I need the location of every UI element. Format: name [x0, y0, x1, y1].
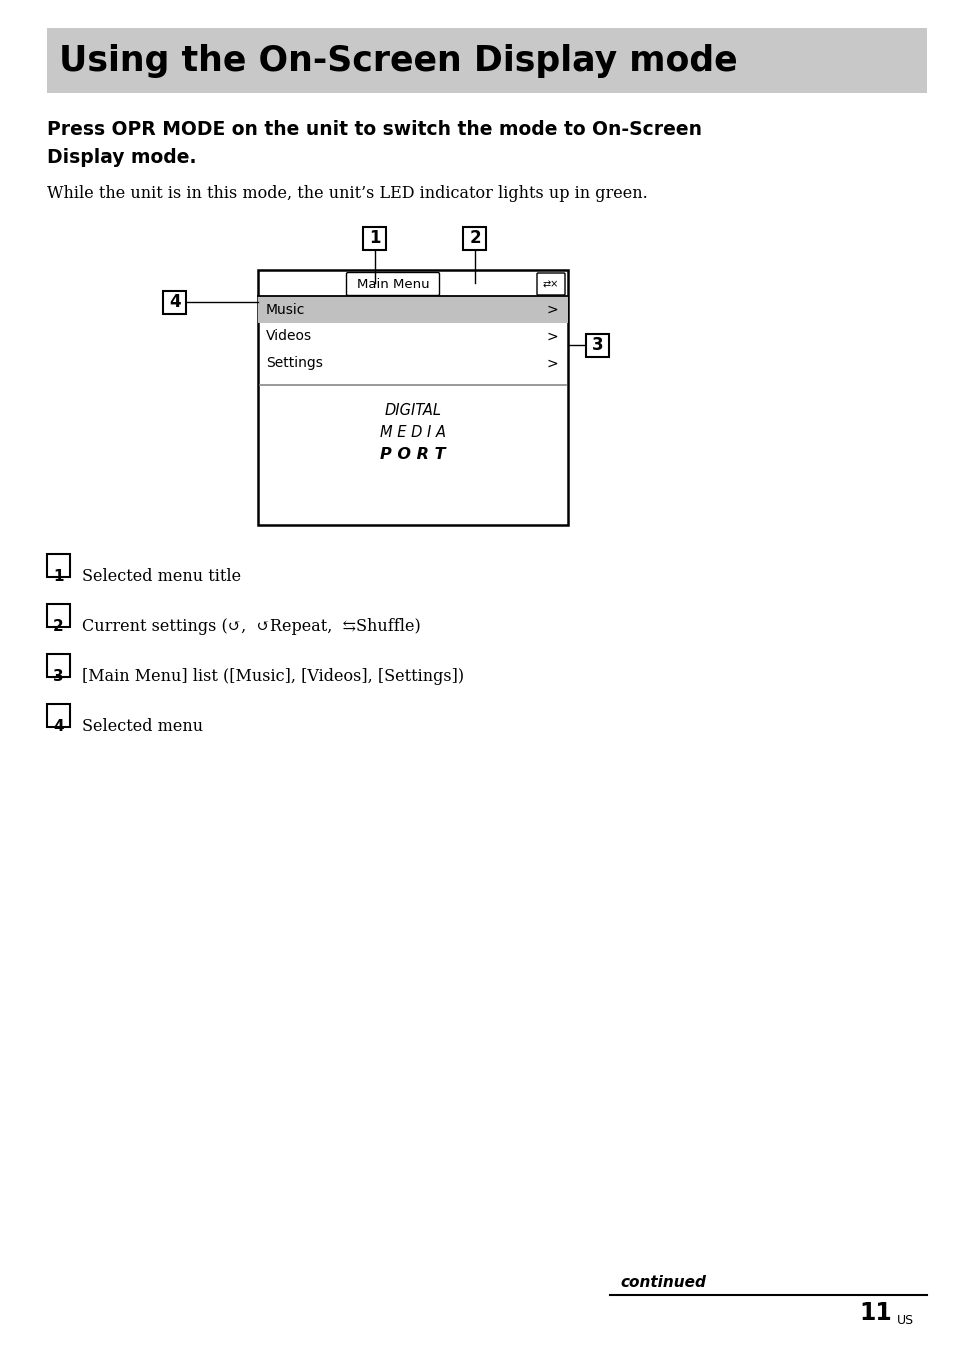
Text: 4: 4: [53, 720, 64, 734]
Text: ⇄×: ⇄×: [542, 278, 558, 289]
Text: 1: 1: [369, 229, 380, 247]
Text: 2: 2: [469, 229, 480, 247]
FancyBboxPatch shape: [537, 273, 564, 295]
Text: DIGITAL: DIGITAL: [384, 404, 441, 418]
Bar: [257, 270, 567, 525]
Text: Music: Music: [266, 303, 305, 316]
Text: Selected menu: Selected menu: [82, 718, 203, 734]
Text: M E D I A: M E D I A: [379, 425, 446, 440]
Text: 3: 3: [592, 336, 603, 354]
Text: continued: continued: [619, 1275, 705, 1290]
Text: >: >: [546, 356, 558, 370]
Text: [Main Menu] list ([Music], [Videos], [Settings]): [Main Menu] list ([Music], [Videos], [Se…: [82, 668, 464, 685]
Text: 4: 4: [169, 293, 181, 311]
Text: While the unit is in this mode, the unit’s LED indicator lights up in green.: While the unit is in this mode, the unit…: [47, 186, 647, 202]
Bar: [47, 604, 70, 627]
Text: 11: 11: [859, 1301, 891, 1325]
Bar: [463, 226, 486, 250]
Text: Videos: Videos: [266, 330, 312, 343]
Text: P O R T: P O R T: [380, 447, 445, 461]
Text: 2: 2: [53, 619, 64, 633]
Bar: [363, 226, 386, 250]
Text: Settings: Settings: [266, 356, 322, 370]
Bar: [163, 291, 186, 313]
Bar: [586, 334, 609, 356]
Text: Display mode.: Display mode.: [47, 148, 196, 167]
Bar: [257, 296, 567, 323]
Text: 3: 3: [53, 668, 64, 685]
FancyBboxPatch shape: [346, 273, 439, 296]
Text: Current settings (↺,  ↺Repeat,  ⇆Shuffle): Current settings (↺, ↺Repeat, ⇆Shuffle): [82, 617, 420, 635]
Bar: [47, 654, 70, 677]
Text: US: US: [896, 1314, 913, 1328]
Text: 1: 1: [53, 569, 64, 584]
Text: Press OPR MODE on the unit to switch the mode to On-Screen: Press OPR MODE on the unit to switch the…: [47, 120, 701, 139]
Bar: [47, 703, 70, 726]
Text: >: >: [546, 330, 558, 343]
Text: Using the On-Screen Display mode: Using the On-Screen Display mode: [59, 43, 737, 78]
Bar: [47, 28, 926, 93]
Text: Main Menu: Main Menu: [356, 277, 429, 291]
Text: Selected menu title: Selected menu title: [82, 568, 241, 585]
Bar: [47, 554, 70, 577]
Text: >: >: [546, 303, 558, 316]
